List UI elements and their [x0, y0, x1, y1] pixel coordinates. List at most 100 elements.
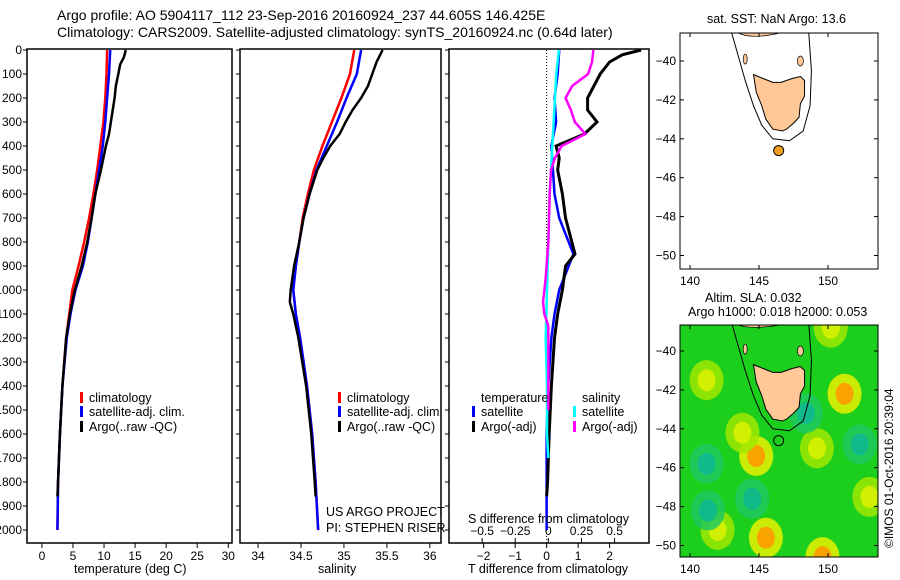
x-tick-label: 15 [128, 549, 142, 563]
tasmania-landmass [752, 73, 806, 132]
x2-tick-label: 0.5 [606, 524, 623, 538]
x-tick-label: 1 [575, 549, 582, 563]
series-line-argo-raw-qc- [56, 49, 127, 497]
legend-t-argo: Argo(-adj) [472, 420, 537, 434]
depth-tick-label: 500 [2, 163, 22, 177]
x-tick-label: 5 [70, 549, 77, 563]
legend-satellite: satellite-adj. clim. [80, 405, 185, 419]
temperature-axis-label: temperature (deg C) [74, 562, 187, 576]
depth-tick-label: 1700 [0, 451, 22, 465]
sla-map-title-1: Altim. SLA: 0.032 [705, 291, 802, 305]
x-tick-label: 0 [39, 549, 46, 563]
x-tick-label: 36 [423, 549, 437, 563]
legend-swatch [338, 392, 341, 403]
series-line-argo-raw-qc- [288, 49, 384, 497]
sst-map-title: sat. SST: NaN Argo: 13.6 [707, 12, 846, 26]
legend-t-satellite: satellite [472, 405, 523, 419]
sla-anomaly-core [813, 546, 832, 557]
depth-tick-label: 300 [2, 115, 22, 129]
legend-swatch [573, 421, 576, 432]
x2-tick-label: −0.25 [500, 524, 531, 538]
legend-argo: Argo(..raw -QC) [338, 420, 435, 434]
s-diff-axis-label: S difference from climatology [468, 512, 629, 526]
x-tick-label: −1 [508, 549, 522, 563]
depth-tick-label: 1400 [0, 379, 22, 393]
lat-tick-label: −44 [656, 422, 677, 436]
sla-map [680, 325, 878, 557]
x-tick-label: 34.5 [289, 549, 313, 563]
sla-anomaly-core [756, 526, 775, 549]
depth-tick-label: 900 [2, 259, 22, 273]
lat-tick-label: −42 [656, 93, 677, 107]
depth-tick-label: 200 [2, 91, 22, 105]
king-island [742, 53, 748, 65]
sla-anomaly-core [796, 402, 815, 425]
legend-swatch [472, 406, 475, 417]
legend-swatch [338, 406, 341, 417]
salinity-axis-label: salinity [318, 562, 357, 576]
sla-anomaly-core [807, 437, 826, 460]
legend-swatch [338, 421, 341, 432]
title-line-1: Argo profile: AO 5904117_112 23-Sep-2016… [57, 7, 546, 23]
sla-anomaly-core [747, 445, 766, 468]
depth-tick-label: 0 [15, 43, 22, 57]
lon-tick-label: 150 [818, 562, 838, 576]
lat-tick-label: −50 [656, 539, 677, 553]
lat-tick-label: −48 [656, 210, 677, 224]
tasmania-landmass [752, 363, 806, 422]
depth-tick-label: 2000 [0, 523, 22, 537]
legend-title-temperature: temperature [481, 391, 549, 405]
lat-tick-label: −48 [656, 500, 677, 514]
panel-frame [448, 48, 650, 544]
argo-float-marker [773, 435, 785, 447]
lat-tick-label: −46 [656, 461, 677, 475]
legend-swatch [80, 406, 83, 417]
sla-anomaly-core [698, 499, 717, 522]
legend-swatch [80, 421, 83, 432]
lat-tick-label: −46 [656, 171, 677, 185]
flinders-island [797, 55, 804, 67]
lon-tick-label: 145 [749, 274, 769, 288]
flinders-island [797, 345, 804, 357]
legend-satellite: satellite-adj. clim. [338, 405, 443, 419]
king-island [742, 343, 748, 355]
panel-frame [26, 48, 233, 544]
sla-map-title-2: Argo h1000: 0.018 h2000: 0.053 [688, 305, 868, 319]
title-line-2: Climatology: CARS2009. Satellite-adjuste… [57, 24, 613, 40]
sla-anomaly-core [697, 452, 716, 475]
sst-map [731, 33, 812, 142]
depth-tick-label: 700 [2, 211, 22, 225]
project-label: US ARGO PROJECT [326, 505, 445, 519]
lat-tick-label: −50 [656, 249, 677, 263]
depth-tick-label: 1500 [0, 403, 22, 417]
series-line-t-argo-adj- [545, 48, 642, 497]
shelf-contour [731, 33, 812, 142]
legend-title-salinity: salinity [582, 391, 621, 405]
lon-tick-label: 145 [749, 562, 769, 576]
x-tick-label: 30 [222, 549, 236, 563]
map-frame [679, 324, 879, 558]
depth-tick-label: 400 [2, 139, 22, 153]
legend-swatch [573, 406, 576, 417]
x-tick-label: 25 [191, 549, 205, 563]
x-tick-label: 35.5 [375, 549, 399, 563]
x2-tick-label: 0 [545, 524, 552, 538]
lon-tick-label: 140 [680, 562, 700, 576]
sla-anomaly-core [835, 382, 854, 405]
pi-label: PI: STEPHEN RISER [326, 521, 446, 535]
depth-tick-label: 800 [2, 235, 22, 249]
depth-tick-label: 100 [2, 67, 22, 81]
x-tick-label: 35 [337, 549, 351, 563]
lat-tick-label: −40 [656, 344, 677, 358]
depth-tick-label: 600 [2, 187, 22, 201]
series-line-s-argo-adj- [541, 49, 595, 410]
depth-tick-label: 1900 [0, 499, 22, 513]
depth-tick-label: 1100 [0, 307, 22, 321]
legend-s-argo: Argo(-adj) [573, 420, 638, 434]
legend-climatology: climatology [338, 391, 410, 405]
shelf-contour [731, 325, 812, 432]
x-tick-label: 10 [97, 549, 111, 563]
series-line-satellite-adj-clim- [291, 49, 363, 531]
